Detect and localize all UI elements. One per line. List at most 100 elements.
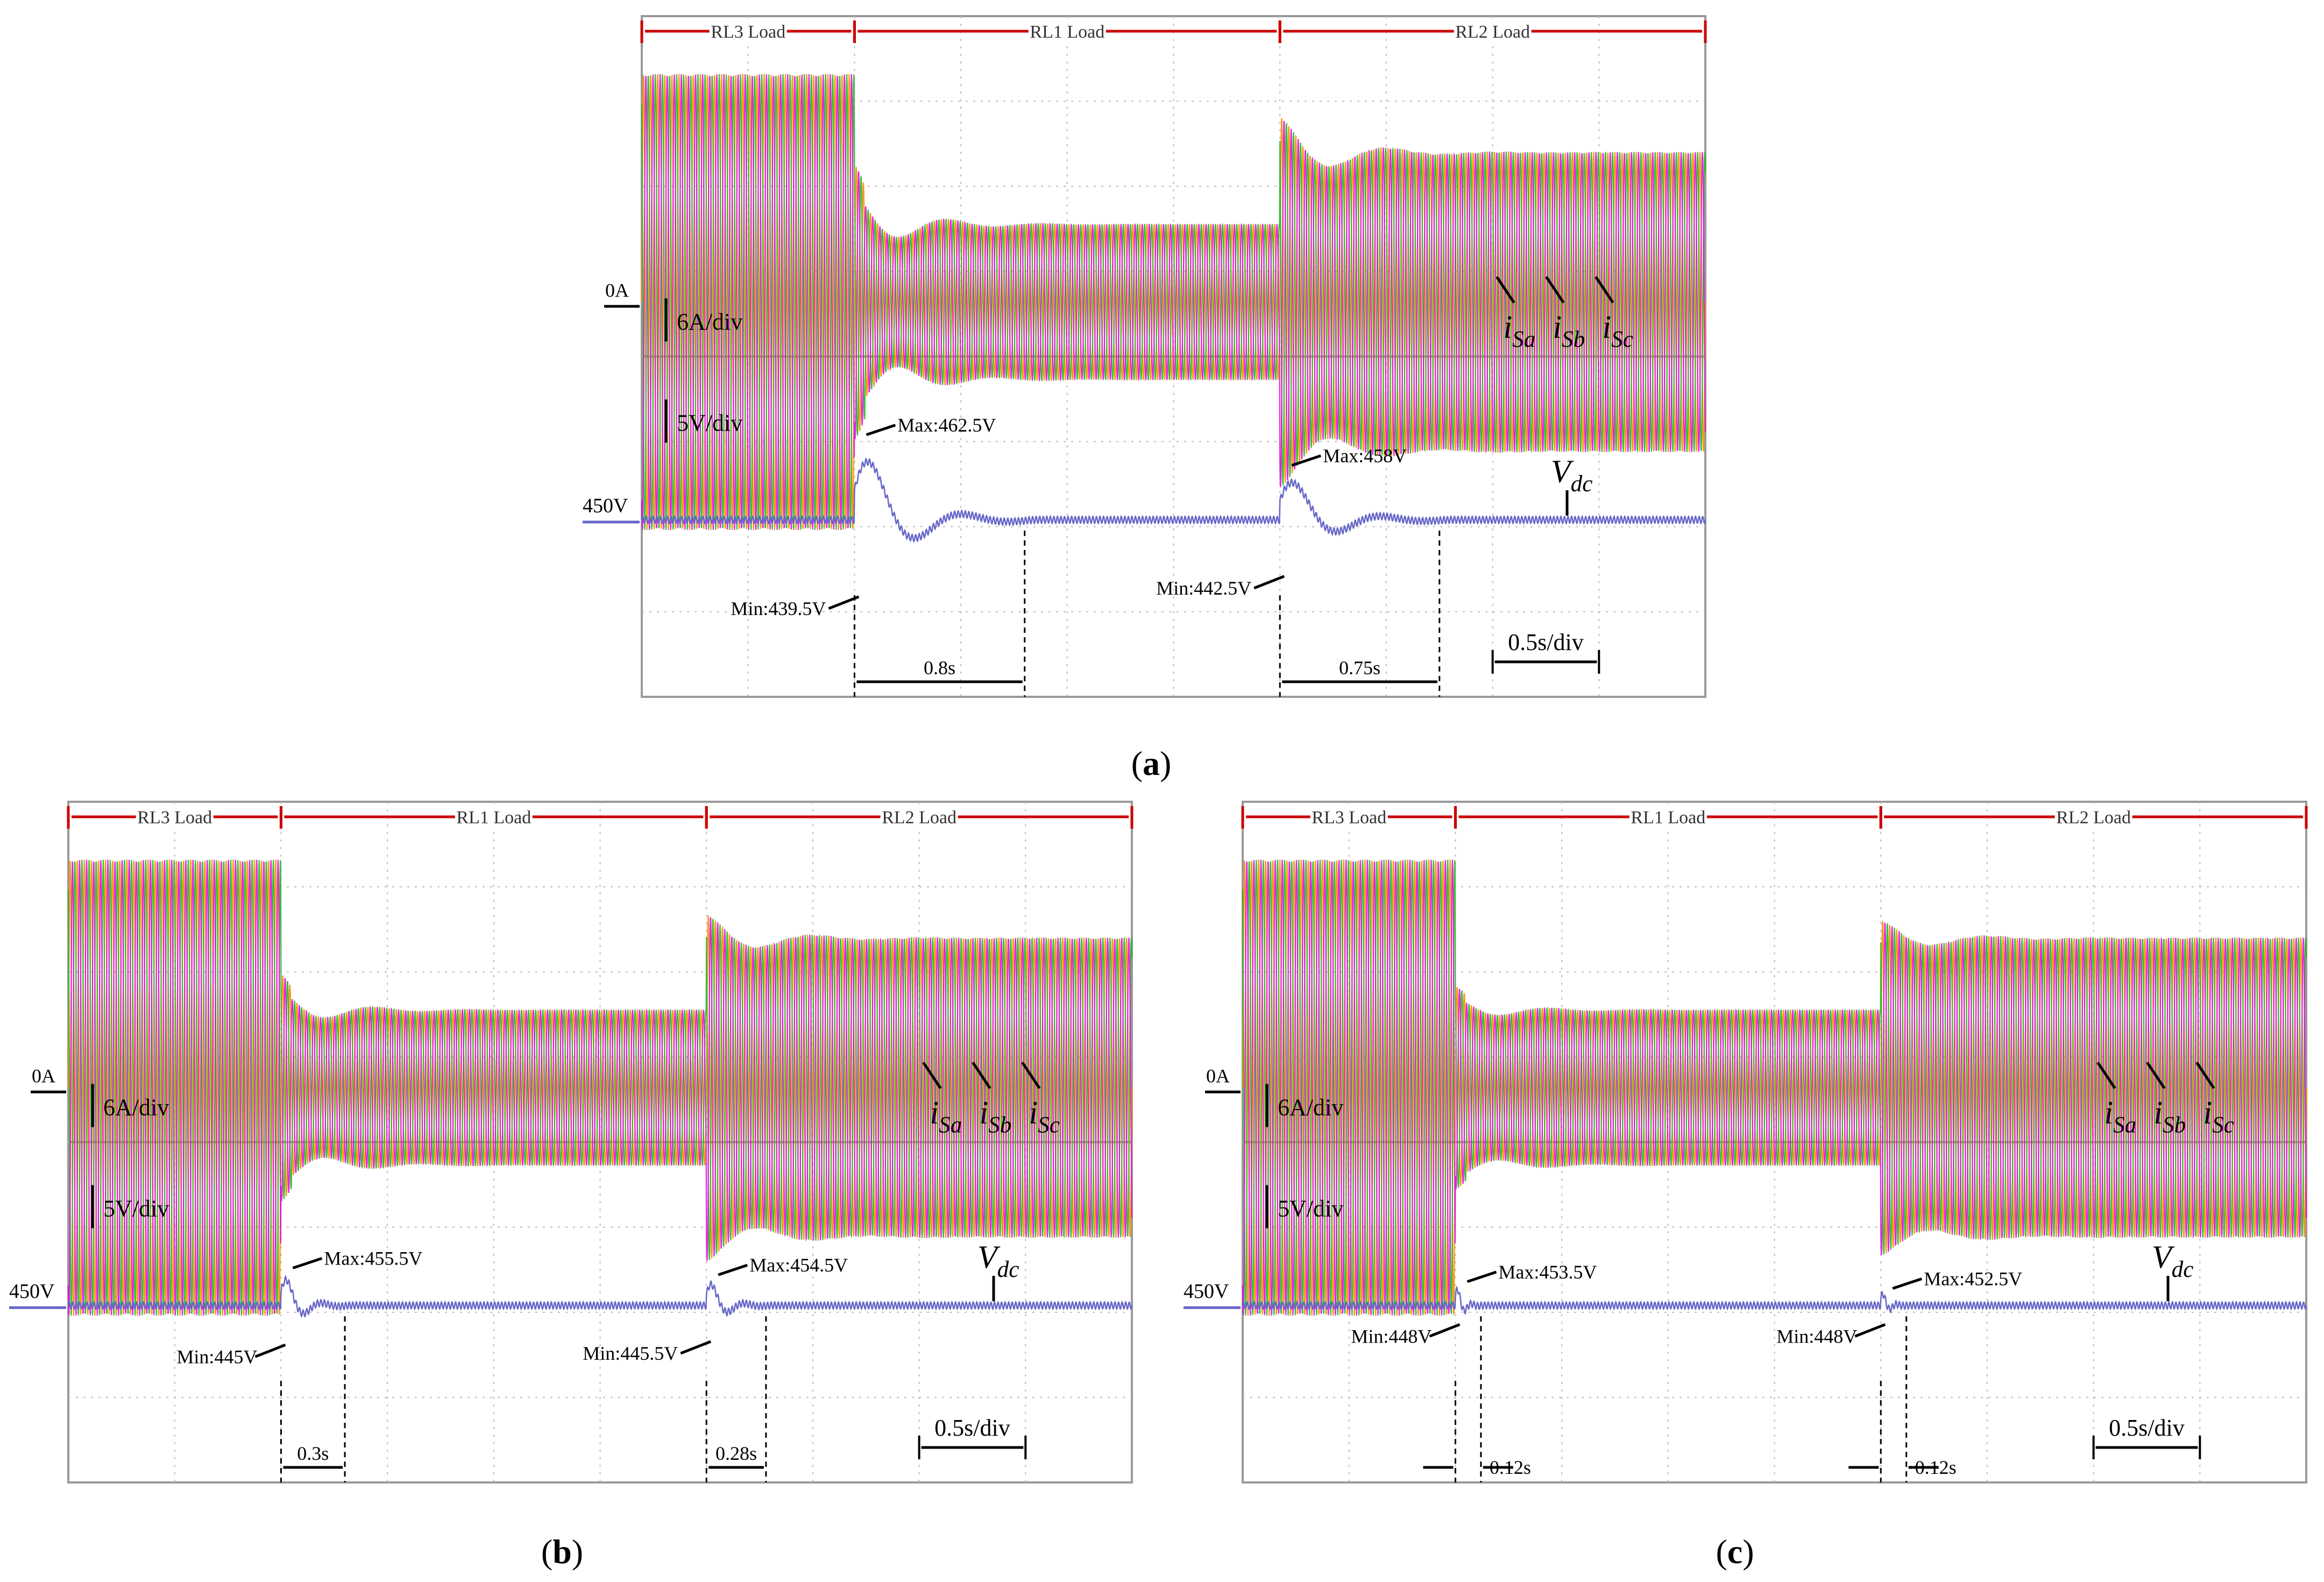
vdc-series-label: Vdc <box>1551 454 1592 497</box>
vdc-series-label-sub: dc <box>997 1257 1019 1282</box>
phase-label-arrow <box>1021 1062 1041 1089</box>
phase-label-arrow <box>2195 1062 2215 1089</box>
settle-label: 0.8s <box>924 657 955 679</box>
caption-letter: a <box>1143 744 1160 782</box>
phase-label-arrow <box>1545 276 1565 303</box>
min-arrow <box>1429 1323 1461 1338</box>
zero-current-label: 0A <box>32 1065 55 1086</box>
min-label: Min:445V <box>176 1346 257 1367</box>
min-label: Min:448V <box>1776 1325 1857 1347</box>
vdc-ref-label: 450V <box>583 495 628 517</box>
vdc-series-label-sub: dc <box>1571 471 1593 497</box>
phase-label-sb-sub: Sb <box>1562 327 1585 352</box>
segment-label: RL2 Load <box>2056 808 2131 828</box>
segment-label: RL1 Load <box>1030 22 1104 42</box>
caption-c: (c) <box>1716 1532 1754 1571</box>
phase-label-sc-base: i <box>1602 309 1611 345</box>
max-label: Max:454.5V <box>749 1254 848 1276</box>
current-trace-sb <box>1242 859 2307 1316</box>
phase-label-sc: iSc <box>2203 1095 2234 1138</box>
phase-label-sb-base: i <box>2153 1095 2163 1131</box>
max-label: Max:452.5V <box>1924 1268 2022 1289</box>
phase-label-sb-base: i <box>979 1095 988 1131</box>
segment-label: RL3 Load <box>711 22 785 42</box>
caption-paren: ) <box>1742 1532 1754 1571</box>
current-scale-label: 6A/div <box>1278 1094 1343 1121</box>
caption-paren: ) <box>1160 744 1171 782</box>
max-arrow <box>1466 1270 1497 1283</box>
current-trace-sc <box>1242 859 2307 1316</box>
phase-label-sa-sub: Sa <box>1512 327 1535 352</box>
phase-label-sa-base: i <box>1503 309 1512 345</box>
phase-label-sb-sub: Sb <box>988 1112 1011 1138</box>
phase-label-arrow <box>972 1062 991 1089</box>
zero-current-label: 0A <box>1206 1065 1230 1086</box>
phase-label-arrow <box>2096 1062 2116 1089</box>
current-trace-sa <box>641 74 1706 531</box>
vdc-series-label: Vdc <box>2152 1239 2193 1282</box>
settle-label: 0.12s <box>1915 1457 1957 1478</box>
phase-label-sc-sub: Sc <box>1038 1112 1060 1138</box>
segment-label-bg <box>2054 806 2132 828</box>
min-label: Min:448V <box>1351 1325 1432 1347</box>
vdc-trace <box>1242 1286 2307 1315</box>
segment-label-bg <box>1454 20 1532 42</box>
phase-label-sc-sub: Sc <box>1611 327 1633 352</box>
current-scale-label: 6A/div <box>677 309 742 335</box>
vdc-waveform <box>641 457 1706 543</box>
vdc-series-label-sub: dc <box>2172 1257 2194 1282</box>
settle-label: 0.75s <box>1339 657 1380 679</box>
vdc-ref-label: 450V <box>9 1280 55 1303</box>
time-scale-label: 0.5s/div <box>934 1415 1010 1441</box>
phase-label-sa-sub: Sa <box>939 1112 962 1138</box>
phase-label-arrow <box>2146 1062 2166 1089</box>
settle-label: 0.28s <box>715 1443 757 1464</box>
phase-label-sa-sub: Sa <box>2113 1112 2136 1138</box>
phase-label-sc-base: i <box>2203 1095 2212 1131</box>
phase-label-sc: iSc <box>1029 1095 1059 1138</box>
voltage-scale-label: 5V/div <box>103 1196 169 1222</box>
segment-label: RL3 Load <box>1312 808 1386 828</box>
max-label: Max:455.5V <box>324 1248 422 1269</box>
caption-letter: b <box>552 1532 572 1571</box>
current-trace-sb <box>641 74 1706 530</box>
min-label: Min:439.5V <box>731 598 826 619</box>
vdc-series-label: Vdc <box>977 1239 1019 1282</box>
current-trace-sa <box>1242 859 2307 1316</box>
min-label: Min:442.5V <box>1156 577 1251 599</box>
vdc-series-label-base: V <box>2152 1239 2175 1275</box>
segment-label-bg <box>1028 20 1106 42</box>
vdc-trace <box>641 457 1706 543</box>
current-trace-sc <box>641 74 1706 530</box>
phase-label-arrow <box>922 1062 942 1089</box>
phase-label-arrow <box>1595 276 1614 303</box>
vdc-trace <box>67 1275 1133 1318</box>
vdc-series-label-base: V <box>1551 454 1574 489</box>
settle-label: 0.3s <box>297 1443 329 1464</box>
phase-label-sa: iSa <box>2104 1095 2136 1138</box>
current-waveforms <box>67 859 1133 1316</box>
max-arrow <box>292 1257 323 1269</box>
current-trace-sc <box>67 859 1133 1316</box>
vdc-series-label-base: V <box>977 1239 1001 1275</box>
caption-b: (b) <box>541 1532 583 1571</box>
vdc-waveform <box>1242 1286 2307 1315</box>
current-waveforms <box>1242 859 2307 1316</box>
current-trace-sa <box>67 859 1133 1316</box>
max-arrow <box>1291 454 1321 467</box>
min-arrow <box>254 1344 286 1358</box>
caption-a: (a) <box>1131 744 1172 782</box>
segment-label: RL2 Load <box>882 808 956 828</box>
phase-label-sb: iSb <box>979 1095 1011 1138</box>
phase-label-sa: iSa <box>1503 309 1535 352</box>
zero-current-label: 0A <box>605 279 629 301</box>
min-label: Min:445.5V <box>583 1343 678 1364</box>
segment-label: RL1 Load <box>1631 808 1705 828</box>
current-scale-label: 6A/div <box>103 1094 169 1121</box>
min-arrow <box>1854 1323 1886 1338</box>
time-scale-label: 0.5s/div <box>2109 1415 2185 1441</box>
current-trace-sb <box>67 859 1133 1316</box>
